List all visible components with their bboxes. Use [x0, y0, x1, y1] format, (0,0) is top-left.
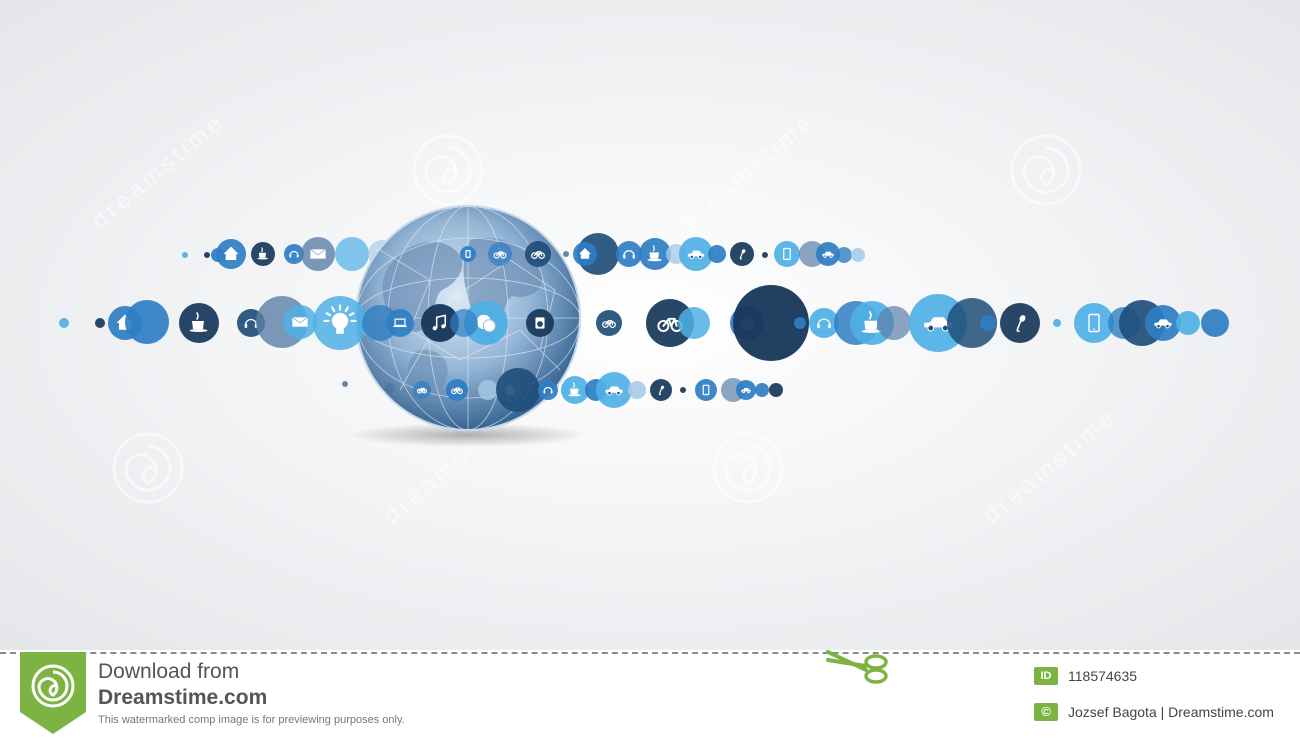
bicycle-icon: [451, 387, 463, 395]
network-dot: [708, 245, 726, 263]
image-id: 118574635: [1068, 668, 1138, 684]
author-credit: Jozsef Bagota | Dreamstime.com: [1068, 704, 1274, 720]
home-icon: [223, 246, 239, 260]
laptop-icon: [393, 318, 407, 328]
network-dot: [563, 251, 569, 257]
bicycle-icon: [493, 251, 507, 259]
car-icon: [605, 386, 623, 396]
dreamstime-brand-label: Dreamstime.com: [98, 686, 268, 709]
coffee-icon: [257, 247, 269, 260]
tablet-icon: [1088, 313, 1100, 333]
coffee-icon: [647, 245, 662, 262]
network-dot: [809, 308, 839, 338]
music-icon: [432, 314, 446, 331]
tablet-icon: [702, 384, 710, 396]
circle-row-back: [59, 237, 443, 393]
network-dot: [851, 248, 865, 262]
network-dot: [774, 241, 800, 267]
illustration: dreamstime dreamstime dreamstime dreamst…: [0, 0, 1300, 650]
preview-disclaimer: This watermarked comp image is for previ…: [98, 714, 405, 726]
network-dot: [1074, 303, 1114, 343]
network-dot: [980, 315, 996, 331]
headphones-icon: [623, 250, 635, 259]
bicycle-icon: [417, 387, 427, 394]
network-dot: [680, 387, 686, 393]
watermark-text: dreamstime: [87, 108, 231, 235]
network-dot: [1201, 309, 1229, 337]
network-dot: [284, 244, 304, 264]
bicycle-icon: [602, 320, 616, 328]
coffee-icon: [189, 312, 208, 332]
globe-shadow: [348, 423, 588, 447]
network-dot: [386, 309, 414, 337]
network-dot: [1176, 311, 1200, 335]
network-dot: [794, 317, 806, 329]
dreamstime-logo-icon: [20, 652, 86, 734]
network-dot: [478, 380, 498, 400]
washer-icon: [535, 317, 545, 329]
mail-icon: [310, 248, 326, 259]
home-icon: [579, 248, 591, 259]
iot-network-scene: dreamstime dreamstime dreamstime dreamst…: [59, 108, 1229, 530]
car-icon: [687, 250, 705, 260]
network-dot: [496, 368, 540, 412]
watermark-spiral-icon: [712, 432, 784, 504]
network-dot: [362, 305, 398, 341]
footer-divider: [0, 652, 1300, 654]
watermark-text: dreamstime: [677, 108, 821, 235]
network-dot: [695, 379, 717, 401]
chat-icon: [476, 314, 496, 333]
car-icon: [741, 388, 751, 394]
headphones-icon: [543, 386, 553, 394]
network-dot: [182, 252, 188, 258]
watermark-spiral-icon: [1010, 134, 1082, 206]
network-dot: [616, 241, 642, 267]
network-dot: [769, 383, 783, 397]
network-dot: [762, 252, 768, 258]
watermark-spiral-icon: [412, 134, 484, 206]
network-dot: [95, 318, 105, 328]
network-dot: [1053, 319, 1061, 327]
lightbulb-icon: [323, 304, 357, 334]
network-dot: [628, 381, 646, 399]
headphones-icon: [817, 318, 831, 329]
bicycle-icon: [531, 251, 545, 259]
network-dot: [450, 309, 478, 337]
network-dot: [877, 306, 911, 340]
network-dot: [421, 304, 459, 342]
network-dot: [947, 298, 997, 348]
network-dot: [335, 237, 369, 271]
scissors-icon: [826, 650, 888, 684]
network-dot: [204, 252, 210, 258]
bicycle-icon: [657, 317, 683, 332]
car-icon: [822, 251, 834, 258]
mail-icon: [292, 316, 308, 327]
network-dot: [342, 381, 348, 387]
coffee-icon: [568, 382, 581, 397]
car-icon: [1154, 319, 1172, 329]
microphone-icon: [658, 385, 665, 396]
network-dot: [755, 383, 769, 397]
network-dot: [733, 285, 809, 361]
tablet-icon: [783, 247, 791, 261]
watermark-text: dreamstime: [979, 403, 1123, 530]
watermark-footer: [0, 654, 1300, 740]
copyright-badge: ©: [1034, 703, 1058, 721]
network-dot: [460, 246, 476, 262]
download-from-label: Download from: [98, 660, 240, 683]
coffee-icon: [861, 311, 882, 333]
network-dot: [125, 300, 169, 344]
network-dot: [678, 307, 710, 339]
network-dot: [836, 247, 852, 263]
network-dot: [59, 318, 69, 328]
circle-row-front: [313, 233, 1229, 412]
car-icon: [924, 317, 952, 332]
microphone-icon: [739, 249, 746, 260]
network-dot: [538, 380, 558, 400]
watermark-spiral-icon: [112, 432, 184, 504]
microphone-icon: [1016, 315, 1026, 332]
headphones-icon: [289, 250, 299, 258]
id-badge: ID: [1034, 667, 1058, 685]
tablet-icon: [465, 250, 471, 259]
